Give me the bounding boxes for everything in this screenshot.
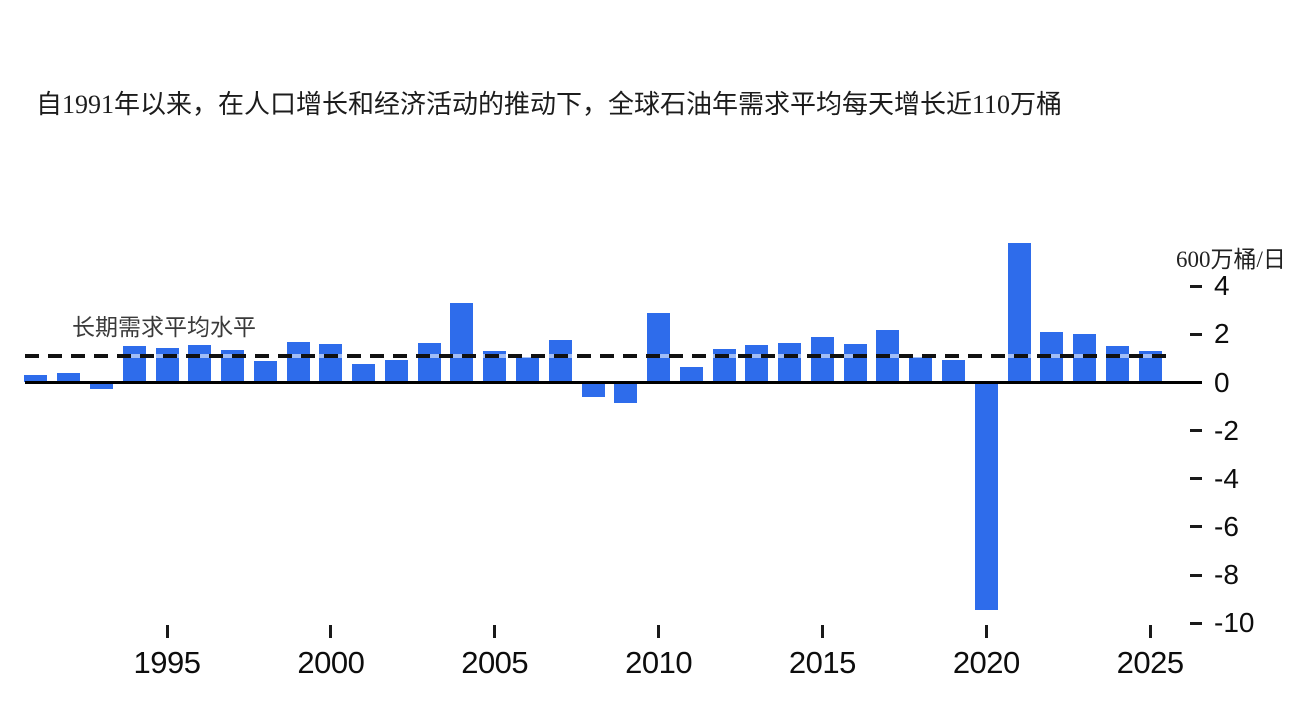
bar-2009 <box>614 384 638 404</box>
bar-1991 <box>24 375 48 383</box>
bar-2005 <box>483 351 507 383</box>
x-tick-mark <box>329 625 333 638</box>
bar-2000 <box>319 344 343 383</box>
bar-2014 <box>778 342 802 383</box>
x-tick-label: 2005 <box>461 645 529 680</box>
y-tick-dash <box>1190 284 1202 288</box>
y-tick-label: -10 <box>1214 607 1255 639</box>
y-tick-label: 0 <box>1214 366 1230 398</box>
y-tick-dash <box>1190 477 1202 481</box>
bar-2023 <box>1073 334 1097 383</box>
bar-2024 <box>1105 346 1129 383</box>
bar-1993 <box>90 384 113 389</box>
x-tick-mark <box>657 625 661 638</box>
x-tick-label: 2025 <box>1116 645 1184 680</box>
bar-2007 <box>548 340 572 383</box>
y-tick-dash <box>1190 429 1202 433</box>
bar-2021 <box>1007 242 1031 383</box>
y-tick-label: -8 <box>1214 559 1239 591</box>
y-tick-dash <box>1190 573 1202 577</box>
bar-1995 <box>155 347 179 383</box>
bar-2011 <box>679 366 703 383</box>
bar-2020 <box>974 384 998 611</box>
x-tick-label: 2015 <box>788 645 856 680</box>
bar-1999 <box>286 341 310 383</box>
x-tick-label: 2020 <box>952 645 1020 680</box>
long-term-average-label: 长期需求平均水平 <box>72 315 256 340</box>
bar-2004 <box>450 303 474 383</box>
chart-title: 自1991年以来，在人口增长和经济活动的推动下，全球石油年需求平均每天增长近11… <box>36 90 1063 119</box>
bar-1998 <box>253 360 277 383</box>
y-tick-label: -6 <box>1214 510 1239 542</box>
x-tick-label: 2010 <box>625 645 693 680</box>
x-tick-label: 2000 <box>297 645 365 680</box>
bar-2001 <box>352 364 376 383</box>
y-tick-dash <box>1190 621 1202 625</box>
x-tick-mark <box>1148 625 1152 638</box>
x-tick-mark <box>165 625 169 638</box>
y-tick-label: -2 <box>1214 414 1239 446</box>
bar-2002 <box>384 359 408 383</box>
bar-1996 <box>188 345 212 383</box>
bar-2006 <box>516 357 539 383</box>
x-tick-label: 1995 <box>133 645 201 680</box>
long-term-average-dashed-line <box>25 354 1166 358</box>
bar-2015 <box>810 336 834 383</box>
bar-2008 <box>581 384 605 398</box>
bar-2018 <box>909 357 933 383</box>
zero-axis-line <box>25 381 1202 384</box>
bar-2003 <box>417 342 441 383</box>
bar-2016 <box>843 344 867 383</box>
y-tick-dash <box>1190 332 1202 336</box>
bar-1997 <box>221 350 244 383</box>
bar-1992 <box>57 372 81 383</box>
bar-2019 <box>942 359 965 383</box>
bar-2010 <box>647 312 671 383</box>
bar-2013 <box>745 345 769 383</box>
x-tick-mark <box>493 625 497 638</box>
y-axis-unit-label: 600万桶/日 <box>1176 247 1286 272</box>
bar-2025 <box>1138 351 1162 383</box>
x-tick-mark <box>820 625 824 638</box>
y-tick-dash <box>1190 525 1202 529</box>
y-tick-label: -4 <box>1214 462 1239 494</box>
y-tick-label: 2 <box>1214 318 1230 350</box>
y-tick-label: 4 <box>1214 270 1230 302</box>
bar-1994 <box>122 346 146 383</box>
x-tick-mark <box>984 625 988 638</box>
